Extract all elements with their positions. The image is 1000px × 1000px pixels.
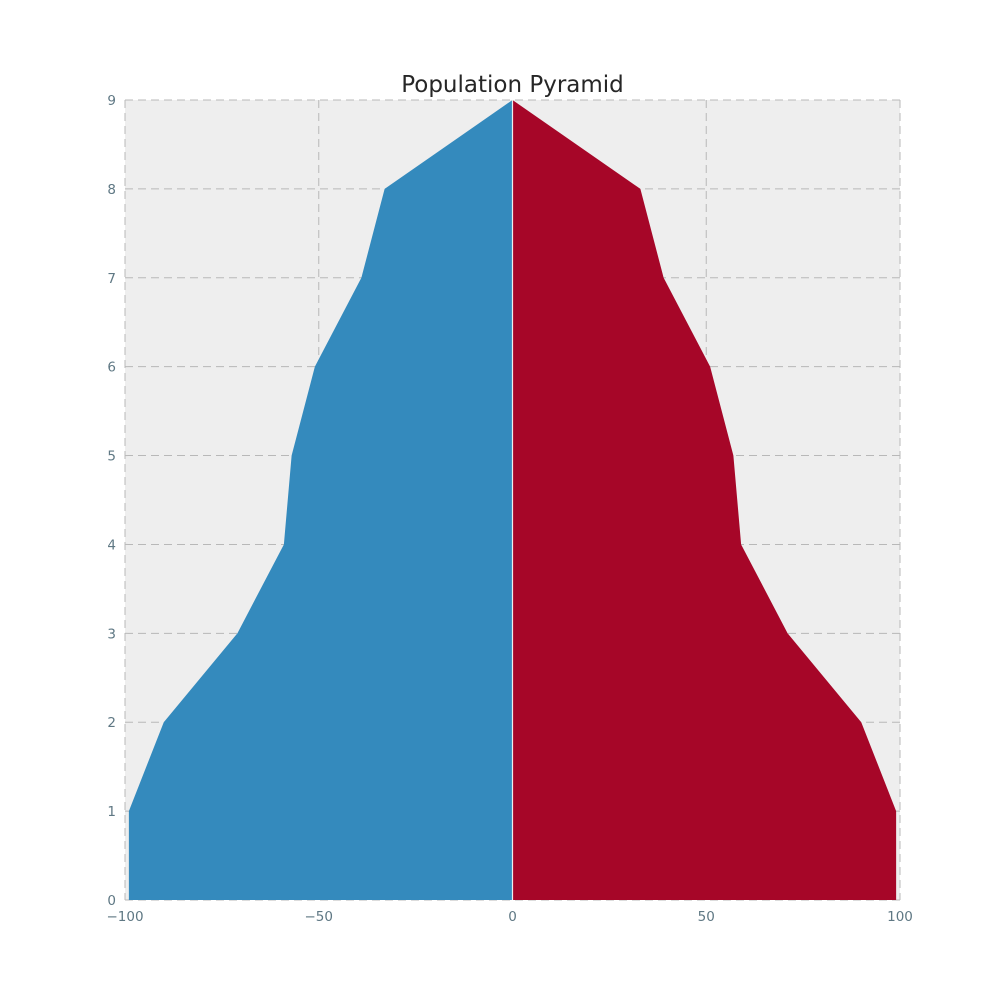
- area-series-left: [128, 100, 513, 900]
- y-tick-label: 4: [107, 537, 116, 553]
- y-tick-label: 6: [107, 360, 116, 376]
- y-tick-label: 0: [107, 893, 116, 909]
- x-tick-label: 0: [508, 909, 517, 925]
- y-tick-label: 2: [107, 715, 116, 731]
- series-areas: [128, 100, 897, 900]
- y-tick-label: 5: [107, 449, 116, 465]
- axis-ticks: −100 −50 0 50 100 0 1 2 3 4 5 6 7 8 9: [106, 93, 912, 925]
- y-tick-label: 8: [107, 182, 116, 198]
- x-tick-label: 50: [698, 909, 715, 925]
- y-tick-label: 9: [107, 93, 116, 109]
- y-tick-label: 1: [107, 804, 116, 820]
- y-tick-label: 7: [107, 271, 116, 287]
- y-tick-label: 3: [107, 626, 116, 642]
- x-tick-label: 100: [887, 909, 913, 925]
- x-tick-label: −100: [106, 909, 143, 925]
- x-tick-label: −50: [305, 909, 334, 925]
- area-series-right: [512, 100, 897, 900]
- chart-title: Population Pyramid: [401, 72, 624, 98]
